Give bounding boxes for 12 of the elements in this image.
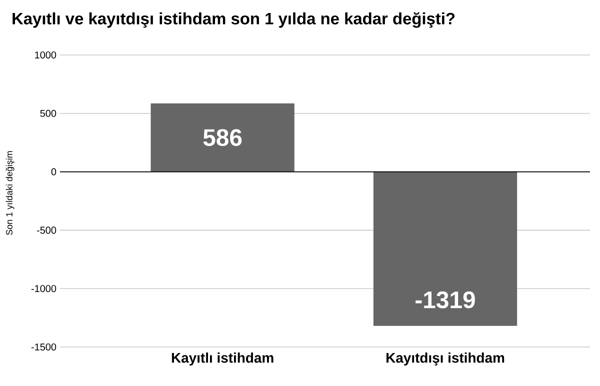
y-tick-label: -500 [36, 226, 56, 234]
y-tick-label: -1000 [31, 285, 56, 292]
y-tick-label: 0 [51, 168, 56, 176]
data-label: -1319 [416, 291, 475, 308]
x-tick-label: Kayıtdışı istihdam [386, 352, 504, 366]
y-tick-label: 1000 [35, 51, 56, 59]
data-label: 586 [203, 129, 242, 146]
y-tick-label: -1500 [31, 343, 56, 351]
x-tick-label: Kayıtlı istihdam [172, 352, 274, 366]
y-tick-label: 500 [40, 110, 56, 117]
y-axis-title: Son 1 yıldaki değişim [6, 151, 14, 235]
chart-title: Kayıtlı ve kayıtdışı istihdam son 1 yılda ne kadar değişti? [12, 12, 455, 28]
